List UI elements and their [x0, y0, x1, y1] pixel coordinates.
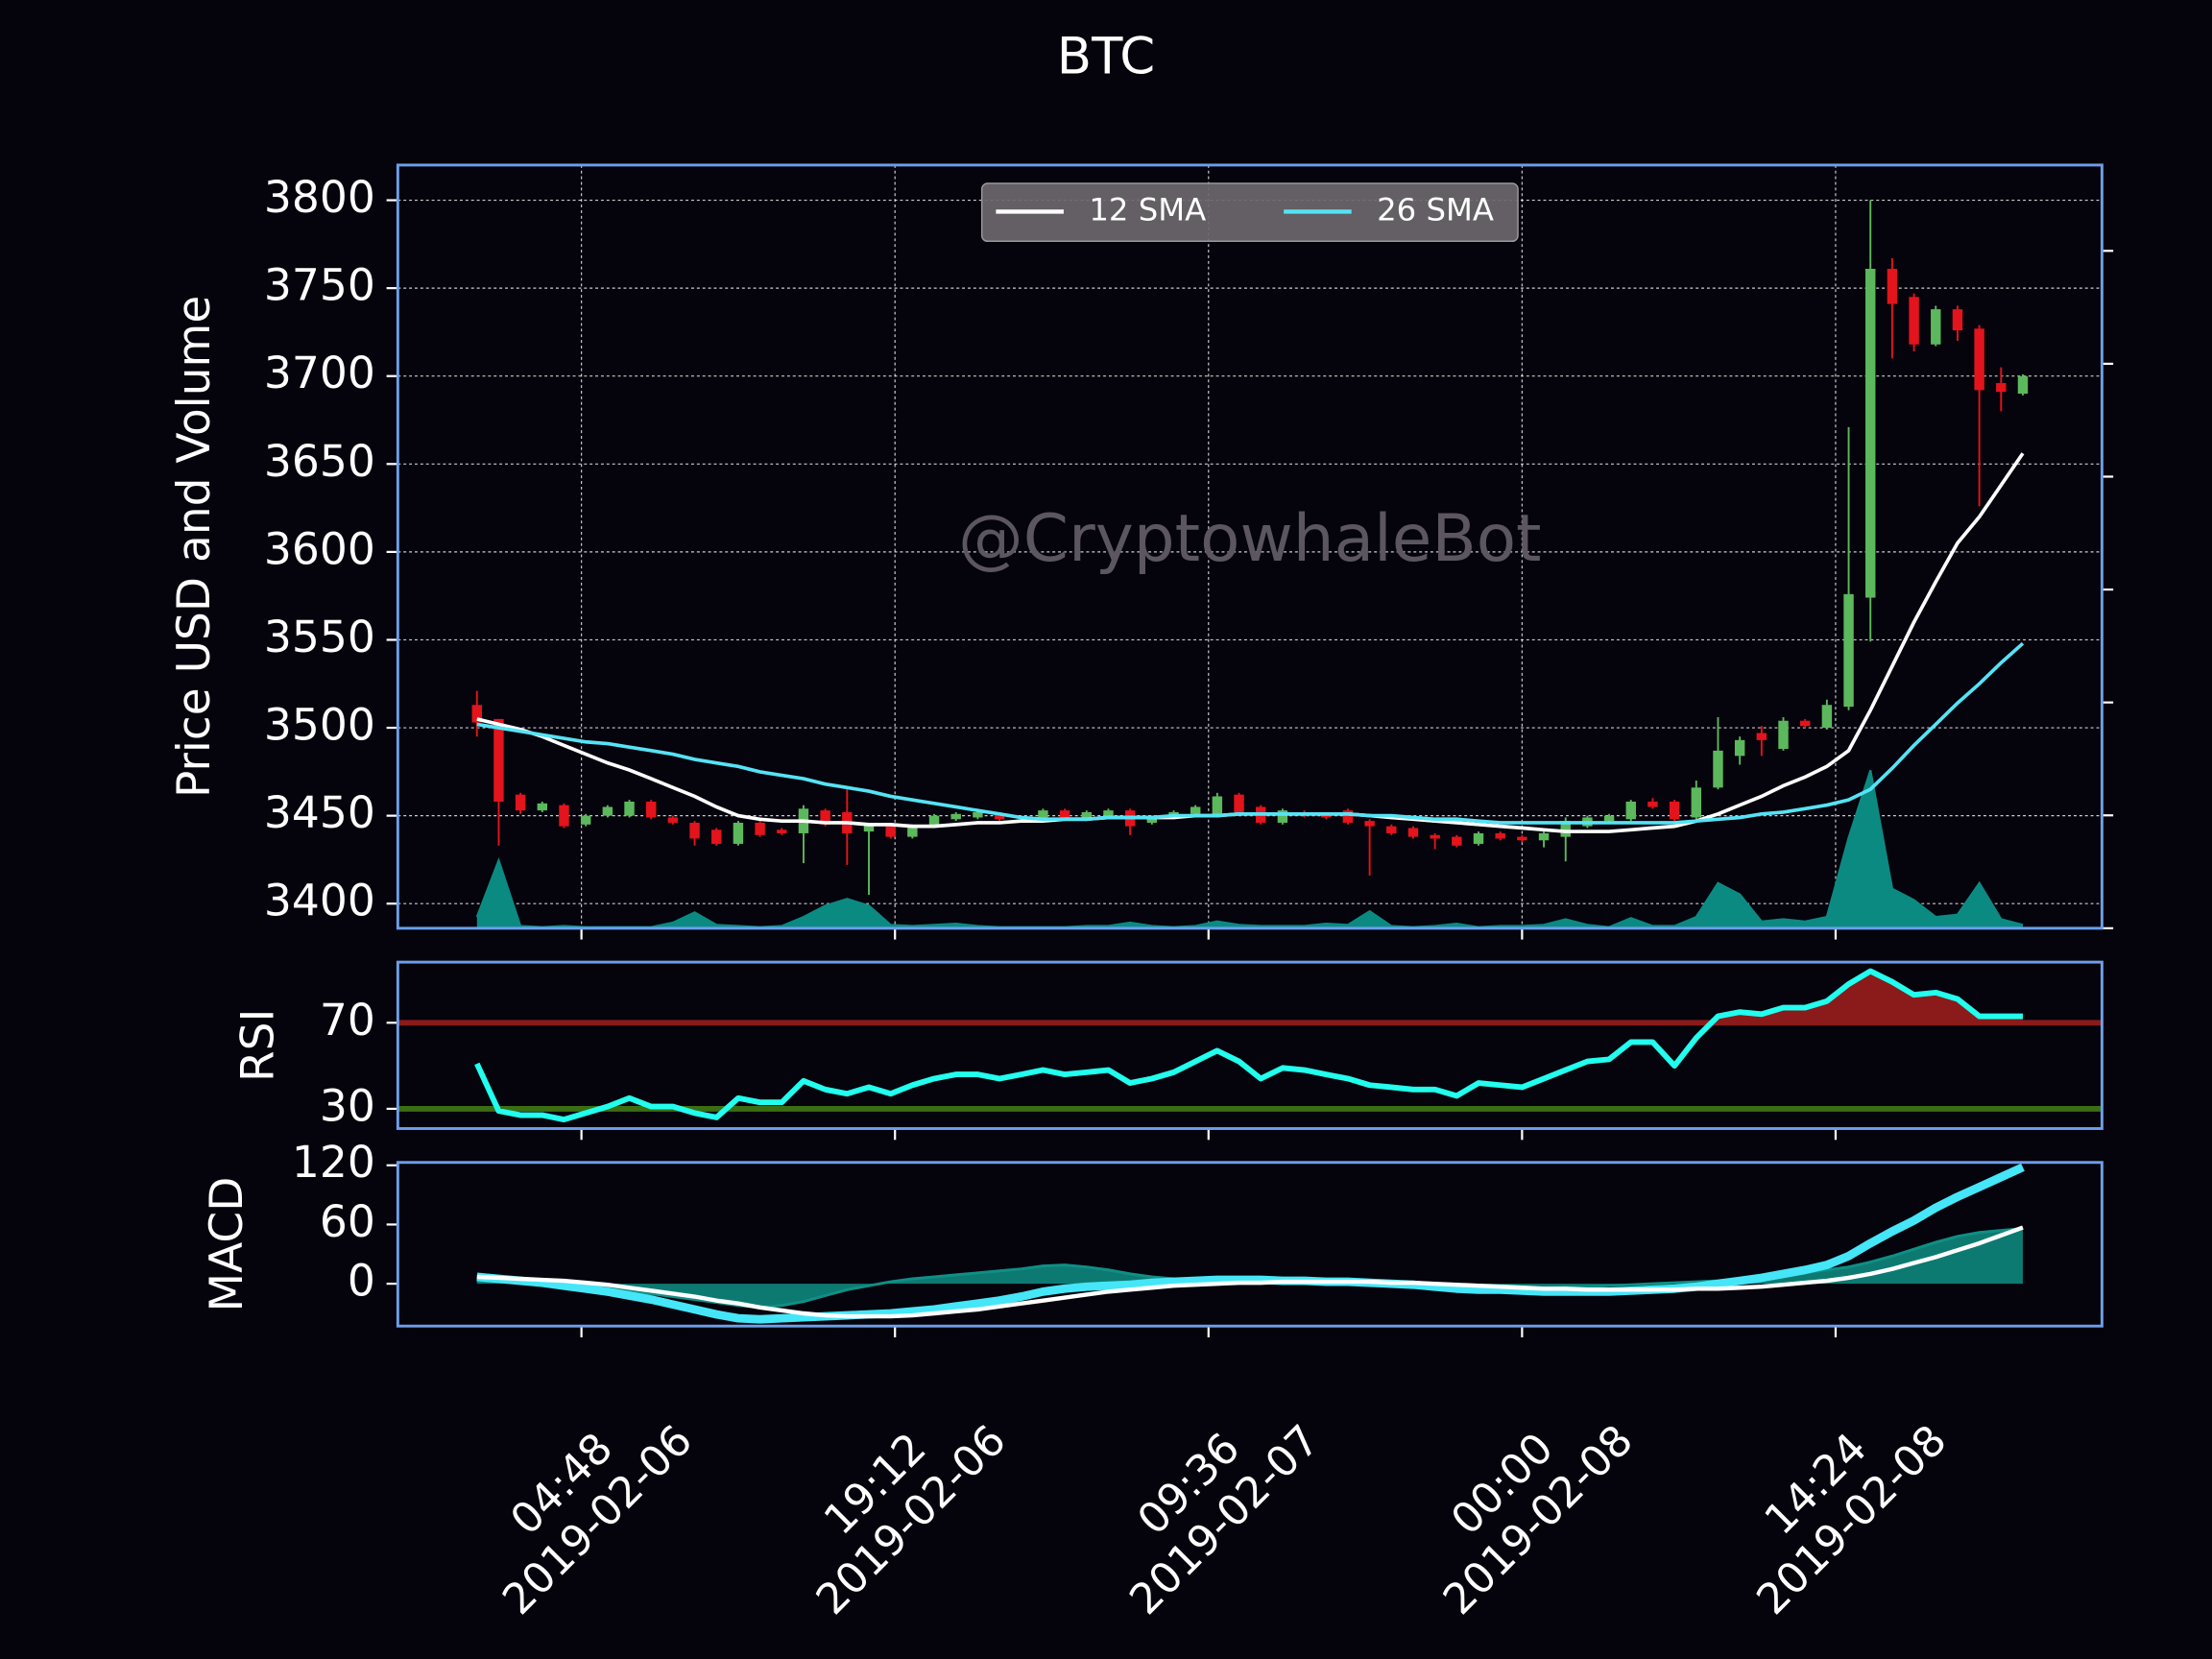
- candle-body: [1430, 834, 1440, 839]
- candle-body: [1364, 821, 1375, 827]
- candle-body: [1386, 826, 1397, 833]
- panel-frame: [396, 1161, 2104, 1328]
- y-tick-label: 3450: [264, 787, 375, 838]
- series-line: [476, 1225, 2024, 1319]
- candle-body: [1103, 810, 1114, 816]
- y-tick-label: 3650: [264, 436, 375, 487]
- candle-body: [1407, 828, 1419, 837]
- candle-body: [1495, 832, 1505, 839]
- y-tick-label: 0: [348, 1256, 375, 1307]
- candle-body: [1843, 593, 1854, 708]
- candle-body: [1038, 810, 1048, 822]
- y-tick-label: 60: [320, 1196, 375, 1247]
- candle-body: [1452, 836, 1462, 846]
- candle-body: [559, 805, 569, 827]
- candle-body: [580, 815, 591, 825]
- candle-body: [1081, 811, 1093, 820]
- candle-body: [1691, 787, 1702, 818]
- y-axis-label: Price USD and Volume: [168, 296, 221, 798]
- candle-body: [1669, 801, 1680, 820]
- candle-body: [1059, 810, 1070, 820]
- candle-body: [994, 813, 1005, 820]
- candle-body: [1887, 268, 1898, 304]
- legend-label: 26 SMA: [1377, 191, 1494, 228]
- candle-body: [973, 811, 983, 818]
- candle-body: [1931, 309, 1941, 345]
- candle-body: [493, 718, 504, 802]
- candle-body: [950, 813, 961, 820]
- candle-body: [1799, 720, 1811, 727]
- candle-body: [820, 810, 830, 825]
- candle-body: [1625, 801, 1636, 820]
- candle-body: [1342, 810, 1354, 823]
- candle-body: [1647, 801, 1658, 807]
- y-tick-label: 3600: [264, 523, 375, 574]
- candle-body: [711, 830, 722, 844]
- hline-fill: [476, 971, 2023, 1023]
- panel-frame: [396, 163, 2104, 930]
- candle-body: [1146, 817, 1158, 823]
- y-tick-label: 3500: [264, 700, 375, 751]
- candle-body: [1756, 733, 1767, 740]
- candle-body: [602, 806, 613, 816]
- candle-body: [1517, 836, 1527, 841]
- candle-body: [928, 815, 940, 827]
- y-axis-label: RSI: [231, 1009, 284, 1082]
- candle-body: [1473, 832, 1484, 844]
- candle-body: [885, 826, 896, 837]
- candle-body: [1952, 309, 1963, 331]
- y-tick-label: 3400: [264, 876, 375, 926]
- candle-body: [1974, 328, 1984, 391]
- candle-body: [777, 830, 787, 833]
- candle-body: [1234, 794, 1244, 812]
- y-tick-label: 30: [320, 1080, 375, 1131]
- candle-body: [1909, 297, 1919, 345]
- candle-body: [1190, 806, 1201, 814]
- legend-box: [980, 182, 1519, 243]
- candle-body: [2017, 375, 2029, 395]
- y-tick-label: 3700: [264, 348, 375, 398]
- candle-body: [907, 826, 918, 837]
- y-tick-label: 70: [320, 995, 375, 1046]
- legend-label: 12 SMA: [1089, 191, 1206, 228]
- candle-body: [755, 822, 765, 835]
- candle-body: [515, 794, 526, 811]
- y-axis-label: MACD: [201, 1177, 253, 1312]
- volume-fill: [476, 770, 2023, 928]
- candle-body: [1603, 815, 1615, 822]
- watermark: @CryptowhaleBot: [958, 500, 1541, 576]
- candle-body: [1734, 739, 1745, 757]
- candle-body: [1865, 268, 1876, 598]
- candle-body: [537, 803, 548, 811]
- candle-body: [689, 822, 700, 839]
- candle-body: [624, 801, 635, 816]
- series-line: [474, 968, 2023, 1123]
- volume-line: [475, 769, 2024, 928]
- candle-body: [1996, 383, 2007, 393]
- sma-line: [476, 641, 2025, 825]
- candle-body: [1821, 705, 1833, 729]
- candle-body: [1560, 821, 1571, 837]
- candle-body: [1778, 720, 1789, 750]
- candle-body: [1212, 796, 1223, 816]
- candle-body: [471, 705, 482, 723]
- candle-body: [1277, 810, 1288, 823]
- panel-frame: [396, 960, 2104, 1130]
- y-tick-label: 120: [292, 1137, 375, 1188]
- y-tick-label: 3800: [264, 172, 375, 223]
- y-tick-label: 3750: [264, 260, 375, 311]
- candle-body: [645, 801, 657, 818]
- candle-body: [667, 817, 679, 823]
- series-line: [476, 1163, 2025, 1324]
- y-tick-label: 3550: [264, 612, 375, 662]
- chart-title: BTC: [1057, 27, 1155, 85]
- candle-body: [733, 822, 744, 844]
- candle-body: [863, 824, 875, 832]
- candle-body: [1713, 750, 1723, 788]
- candle-body: [1538, 832, 1550, 841]
